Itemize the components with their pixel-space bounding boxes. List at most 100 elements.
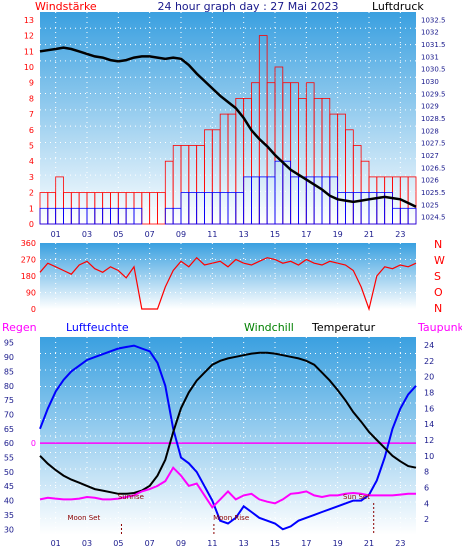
wind-avg-bar: [407, 207, 417, 225]
x-tick-label: 01: [51, 230, 61, 239]
direction-tick-label: 90: [26, 289, 36, 298]
legend-humidity: Luftfeuchte: [66, 321, 129, 334]
wind-direction-line: [39, 256, 417, 312]
humidity-tick-label: 50: [4, 468, 14, 477]
wind-tick-label: 10: [24, 63, 34, 72]
wind-axis-title: Windstärke: [35, 0, 97, 13]
humidity-tick-label: 45: [4, 482, 14, 491]
pressure-tick-label: 1031.5: [421, 41, 446, 49]
direction-tick-label: 270: [21, 256, 36, 265]
pressure-tick-label: 1032: [421, 29, 439, 37]
humidity-tick-label: 40: [4, 497, 14, 506]
direction-tick-label: 360: [21, 239, 36, 248]
temperature-tick-label: 22: [424, 357, 434, 366]
temperature-tick-label: 20: [424, 373, 434, 382]
legend-rain: Regen: [2, 321, 37, 334]
x-tick-label: 03: [82, 230, 92, 239]
pressure-tick-label: 1031: [421, 53, 439, 61]
x-tick-label: 19: [333, 230, 343, 239]
temperature-line: [39, 351, 417, 495]
humidity-line: [39, 344, 417, 531]
temp-humidity-plot-area: [40, 337, 416, 535]
compass-label: O: [434, 286, 443, 299]
direction-tick-label: 180: [21, 272, 36, 281]
x-tick-label: 17: [301, 230, 311, 239]
x-tick-label: 07: [145, 230, 155, 239]
temperature-tick-label: 10: [424, 452, 434, 461]
x-tick-label: 19: [333, 539, 343, 548]
humidity-tick-label: 55: [4, 454, 14, 463]
temperature-tick-label: 6: [424, 483, 429, 492]
x-tick-label: 11: [207, 539, 217, 548]
x-tick-label: 17: [301, 539, 311, 548]
humidity-tick-label: 85: [4, 367, 14, 376]
temperature-tick-label: 24: [424, 341, 434, 350]
pressure-tick-label: 1025: [421, 201, 439, 209]
pressure-tick-label: 1027.5: [421, 140, 446, 148]
x-tick-label: 23: [395, 230, 405, 239]
wind-tick-label: 9: [29, 79, 34, 88]
wind-direction-axis-ticks: 360 270 180 90 0: [21, 239, 36, 314]
hour-axis-ticks-bottom: 01 03 05 07 09 11 13 15 17 19 21 23: [51, 539, 406, 548]
pressure-tick-label: 1029.5: [421, 90, 446, 98]
compass-label: S: [434, 270, 441, 283]
temp-humidity-series: [39, 344, 417, 531]
astro-annotation: Sunrise: [118, 493, 144, 501]
pressure-tick-label: 1026.5: [421, 164, 446, 172]
wind-tick-label: 12: [24, 32, 34, 41]
humidity-tick-label: 30: [4, 525, 14, 534]
x-tick-label: 15: [270, 230, 280, 239]
pressure-line: [39, 46, 417, 208]
chart-title: 24 hour graph day : 27 Mai 2023: [157, 0, 338, 13]
wind-direction-plot-area: [40, 243, 416, 309]
humidity-tick-label: 80: [4, 382, 14, 391]
wind-tick-label: 2: [29, 189, 34, 198]
humidity-tick-label: 35: [4, 511, 14, 520]
temperature-tick-label: 8: [424, 468, 429, 477]
temperature-axis-ticks: 24 22 20 18 16 14 12 10 8 6 4 2: [424, 341, 434, 524]
x-tick-label: 23: [395, 539, 405, 548]
rain-zero-label: 0: [31, 439, 36, 448]
pressure-tick-label: 1030.5: [421, 66, 446, 74]
wind-direction-series: [39, 256, 417, 312]
compass-label: W: [434, 254, 445, 267]
humidity-tick-label: 90: [4, 353, 14, 362]
x-tick-label: 11: [207, 230, 217, 239]
humidity-tick-label: 70: [4, 410, 14, 419]
temperature-tick-label: 14: [424, 420, 434, 429]
x-tick-label: 05: [113, 539, 123, 548]
legend-temperature: Temperatur: [311, 321, 376, 334]
pressure-tick-label: 1026: [421, 177, 439, 185]
astro-annotations: Moon Set Sunrise Moon Rise Sun Set: [67, 493, 375, 535]
x-tick-label: 05: [113, 230, 123, 239]
compass-label: N: [434, 238, 442, 251]
humidity-tick-label: 60: [4, 439, 14, 448]
astro-annotation: Moon Rise: [213, 514, 249, 522]
pressure-tick-label: 1028.5: [421, 115, 446, 123]
x-tick-label: 15: [270, 539, 280, 548]
temperature-tick-label: 18: [424, 388, 434, 397]
x-tick-label: 03: [82, 539, 92, 548]
wind-tick-label: 13: [24, 16, 34, 25]
wind-avg-bar: [133, 207, 143, 225]
wind-tick-label: 6: [29, 126, 34, 135]
humidity-tick-label: 75: [4, 396, 14, 405]
pressure-tick-label: 1030: [421, 78, 439, 86]
temperature-tick-label: 12: [424, 436, 434, 445]
pressure-axis-title: Luftdruck: [372, 0, 424, 13]
humidity-axis-ticks: 95 90 85 80 75 70 65 60 55 50 45 40 35 30 0: [4, 339, 36, 535]
x-tick-label: 01: [51, 539, 61, 548]
pressure-tick-label: 1025.5: [421, 189, 446, 197]
pressure-axis-ticks: 1032.5 1032 1031.5 1031 1030.5 1030 1029.5 1029…: [421, 16, 446, 221]
pressure-tick-label: 1028: [421, 127, 439, 135]
x-tick-label: 09: [176, 539, 186, 548]
wind-tick-label: 5: [29, 141, 34, 150]
wind-tick-label: 11: [24, 47, 34, 56]
legend-windchill: Windchill: [244, 321, 294, 334]
wind-tick-label: 1: [29, 204, 34, 213]
direction-tick-label: 0: [31, 305, 36, 314]
legend-dewpoint: Taupunkt: [417, 321, 462, 334]
